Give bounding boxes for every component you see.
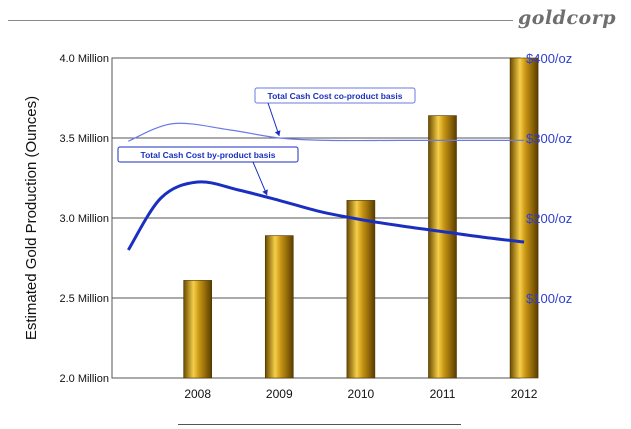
y-tick-label: 3.0 Million (59, 213, 109, 225)
footer-rule (178, 424, 461, 425)
x-tick-label: 2011 (430, 387, 456, 401)
y-axis-label: Estimated Gold Production (Ounces) (23, 96, 40, 340)
y-tick-label: 2.5 Million (59, 293, 109, 305)
y2-tick-label: $100/oz (526, 291, 572, 306)
bar-2011 (428, 116, 456, 378)
annotation-label: Total Cash Cost co-product basis (268, 91, 403, 101)
x-tick-label: 2010 (348, 387, 375, 401)
y2-tick-label: $200/oz (526, 211, 572, 226)
bar-2010 (347, 200, 375, 378)
x-tick-label: 2008 (184, 387, 211, 401)
x-tick-label: 2012 (511, 387, 538, 401)
y-tick-label: 4.0 Million (59, 53, 109, 65)
y-tick-label: 3.5 Million (59, 133, 109, 145)
y2-tick-label: $400/oz (526, 51, 572, 66)
bar-2009 (265, 236, 293, 378)
y2-tick-label: $300/oz (526, 131, 572, 146)
annotation-label: Total Cash Cost by-product basis (141, 150, 276, 160)
x-tick-label: 2009 (266, 387, 293, 401)
y-tick-label: 2.0 Million (59, 373, 109, 385)
bar-2008 (184, 280, 212, 378)
